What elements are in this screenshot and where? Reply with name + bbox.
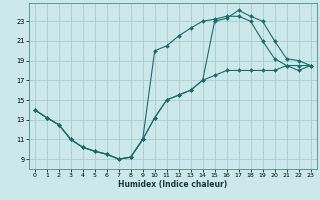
- X-axis label: Humidex (Indice chaleur): Humidex (Indice chaleur): [118, 180, 227, 189]
